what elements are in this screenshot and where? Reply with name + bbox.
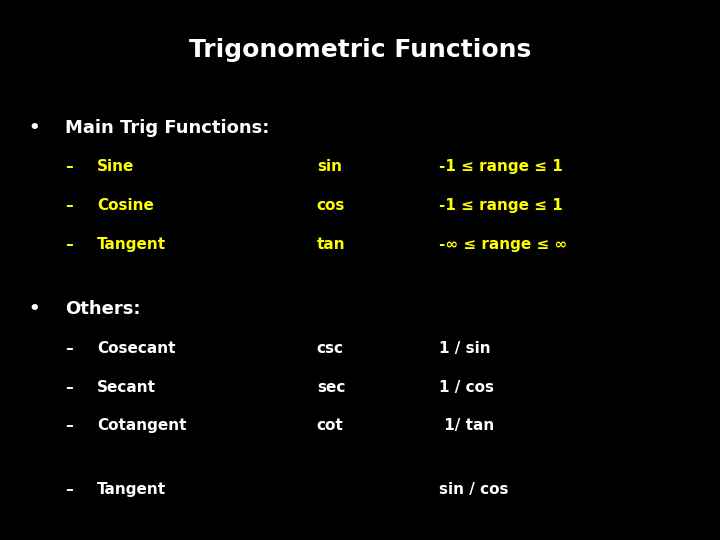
Text: -1 ≤ range ≤ 1: -1 ≤ range ≤ 1 xyxy=(439,159,563,174)
Text: Cosecant: Cosecant xyxy=(97,341,176,356)
Text: –: – xyxy=(65,482,73,497)
Text: Trigonometric Functions: Trigonometric Functions xyxy=(189,38,531,62)
Text: sec: sec xyxy=(317,380,345,395)
Text: Cosine: Cosine xyxy=(97,198,154,213)
Text: Tangent: Tangent xyxy=(97,482,166,497)
Text: –: – xyxy=(65,198,73,213)
Text: –: – xyxy=(65,237,73,252)
Text: Sine: Sine xyxy=(97,159,135,174)
Text: 1/ tan: 1/ tan xyxy=(439,418,495,434)
Text: sin / cos: sin / cos xyxy=(439,482,509,497)
Text: Secant: Secant xyxy=(97,380,156,395)
Text: –: – xyxy=(65,380,73,395)
Text: •: • xyxy=(29,119,40,137)
Text: •: • xyxy=(29,300,40,318)
Text: sin: sin xyxy=(317,159,342,174)
Text: 1 / sin: 1 / sin xyxy=(439,341,491,356)
Text: 1 / cos: 1 / cos xyxy=(439,380,494,395)
Text: –: – xyxy=(65,159,73,174)
Text: Main Trig Functions:: Main Trig Functions: xyxy=(65,119,269,137)
Text: -1 ≤ range ≤ 1: -1 ≤ range ≤ 1 xyxy=(439,198,563,213)
Text: Others:: Others: xyxy=(65,300,140,318)
Text: tan: tan xyxy=(317,237,346,252)
Text: –: – xyxy=(65,341,73,356)
Text: -∞ ≤ range ≤ ∞: -∞ ≤ range ≤ ∞ xyxy=(439,237,567,252)
Text: Tangent: Tangent xyxy=(97,237,166,252)
Text: csc: csc xyxy=(317,341,344,356)
Text: –: – xyxy=(65,418,73,434)
Text: Cotangent: Cotangent xyxy=(97,418,186,434)
Text: cos: cos xyxy=(317,198,345,213)
Text: cot: cot xyxy=(317,418,343,434)
